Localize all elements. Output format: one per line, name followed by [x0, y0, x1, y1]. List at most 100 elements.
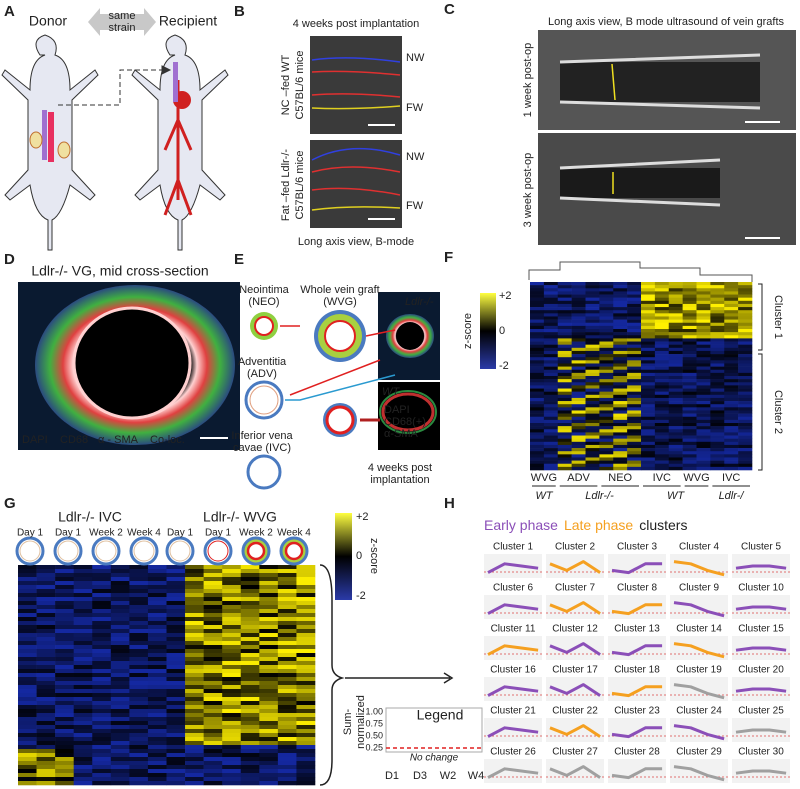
heatmap-cell	[654, 419, 670, 424]
heatmap-cell	[129, 661, 149, 666]
heatmap-cell	[166, 773, 186, 778]
heatmap-cell	[203, 725, 223, 730]
heatmap-cell	[166, 729, 186, 734]
heatmap-cell	[73, 765, 93, 770]
heatmap-cell	[110, 637, 130, 642]
heatmap-cell	[696, 369, 711, 374]
heatmap-cell	[530, 394, 545, 399]
heatmap-cell	[73, 733, 93, 738]
heatmap-cell	[203, 765, 223, 770]
heatmap-cell	[557, 350, 572, 355]
heatmap-cell	[627, 357, 642, 361]
heatmap-cell	[92, 765, 112, 770]
heatmap-cell	[682, 410, 697, 414]
panel-letter: E	[234, 251, 244, 268]
heatmap-cell	[571, 366, 586, 371]
heatmap-cell	[641, 350, 656, 355]
heatmap-cell	[277, 777, 297, 782]
heatmap-cell	[599, 332, 614, 336]
heatmap-cell	[203, 761, 223, 766]
heatmap-cell	[724, 385, 739, 389]
heatmap-cell	[18, 781, 37, 786]
heatmap-cell	[147, 669, 167, 674]
heatmap-cell	[738, 407, 753, 411]
heatmap-cell	[543, 341, 559, 345]
heatmap-cell	[110, 669, 130, 674]
heatmap-cell	[710, 363, 725, 367]
heatmap-cell	[259, 573, 279, 578]
heatmap-cell	[696, 354, 711, 358]
heatmap-cell	[277, 629, 297, 634]
sparkline	[735, 769, 787, 775]
heatmap-cell	[668, 357, 683, 361]
heatmap-cell	[277, 565, 297, 570]
heatmap-cell	[613, 460, 628, 465]
heatmap-cell	[36, 717, 56, 722]
heatmap-cell	[530, 413, 545, 418]
heatmap-cell	[613, 397, 628, 402]
heatmap-cell	[92, 657, 112, 662]
heatmap-cell	[18, 569, 37, 574]
heatmap-cell	[682, 322, 697, 327]
heatmap-cell	[73, 749, 93, 754]
heatmap-cell	[724, 407, 739, 411]
heatmap-cell	[259, 597, 279, 602]
heatmap-cell	[738, 338, 753, 342]
heatmap-cell	[222, 757, 242, 762]
heatmap-cell	[682, 407, 697, 411]
sparkline-bg	[608, 554, 666, 578]
heatmap-g	[18, 565, 316, 786]
heatmap-cell	[543, 363, 559, 367]
heatmap-cell	[724, 366, 739, 371]
label: Cluster 19	[676, 665, 722, 676]
heatmap-cell	[110, 577, 130, 582]
heatmap-cell	[599, 466, 614, 471]
heatmap-cell	[724, 432, 739, 436]
heatmap-cell	[296, 645, 316, 650]
heatmap-cell	[296, 601, 316, 606]
heatmap-cell	[543, 460, 559, 465]
heatmap-cell	[110, 649, 130, 654]
heatmap-cell	[147, 581, 167, 586]
heatmap-cell	[696, 285, 711, 289]
heatmap-cell	[55, 657, 74, 662]
heatmap-cell	[203, 629, 223, 634]
heatmap-cell	[682, 382, 697, 386]
heatmap-cell	[613, 426, 628, 430]
heatmap-cell	[599, 335, 614, 339]
heatmap-cell	[110, 769, 130, 774]
label: Ldlr-/-	[585, 490, 614, 502]
heatmap-cell	[571, 379, 586, 383]
heatmap-cell	[296, 689, 316, 694]
heatmap-cell	[668, 322, 683, 327]
heatmap-cell	[571, 357, 586, 361]
heatmap-cell	[571, 285, 586, 289]
heatmap-cell	[55, 689, 74, 694]
heatmap-cell	[73, 721, 93, 726]
heatmap-cell	[240, 733, 260, 738]
heatmap-cell	[277, 665, 297, 670]
heatmap-cell	[185, 573, 204, 578]
heatmap-cell	[277, 653, 297, 658]
heatmap-cell	[599, 319, 614, 324]
heatmap-cell	[240, 613, 260, 618]
heatmap-cell	[682, 291, 697, 295]
heatmap-cell	[296, 745, 316, 750]
heatmap-cell	[92, 665, 112, 670]
heatmap-cell	[585, 426, 600, 430]
heatmap-cell	[240, 761, 260, 766]
heatmap-cell	[203, 601, 223, 606]
heatmap-cell	[543, 369, 559, 374]
heatmap-cell	[710, 357, 725, 361]
heatmap-cell	[203, 681, 223, 686]
heatmap-cell	[147, 761, 167, 766]
heatmap-cell	[668, 391, 683, 396]
heatmap-cell	[129, 713, 149, 718]
heatmap-cell	[129, 781, 149, 786]
heatmap-cell	[203, 709, 223, 714]
heatmap-cell	[724, 394, 739, 399]
heatmap-cell	[654, 294, 670, 298]
heatmap-cell	[18, 757, 37, 762]
heatmap-cell	[166, 721, 186, 726]
heatmap-cell	[36, 697, 56, 702]
